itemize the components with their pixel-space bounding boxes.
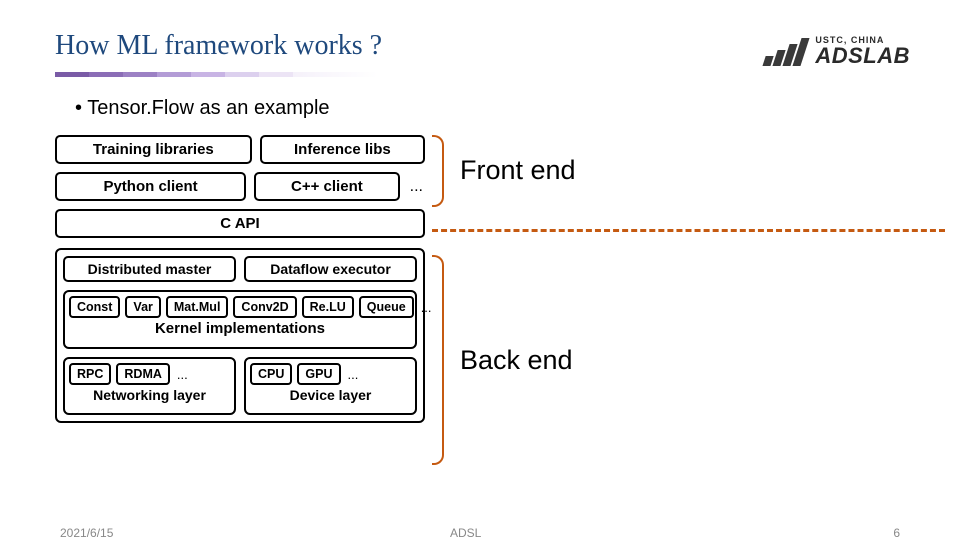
kernel-row: Const Var Mat.Mul Conv2D Re.LU Queue ... bbox=[69, 296, 411, 318]
footer-center: ADSL bbox=[450, 526, 481, 540]
footer-date: 2021/6/15 bbox=[60, 526, 113, 540]
box-inference-libs: Inference libs bbox=[260, 135, 425, 164]
box-dist-master: Distributed master bbox=[63, 256, 236, 282]
k-matmul: Mat.Mul bbox=[166, 296, 229, 318]
title-underline bbox=[55, 72, 905, 77]
box-c-api: C API bbox=[55, 209, 425, 238]
content-row: Training libraries Inference libs Python… bbox=[55, 135, 905, 423]
brace-back-icon bbox=[432, 255, 444, 465]
net-rdma: RDMA bbox=[116, 363, 170, 385]
dev-dots: ... bbox=[346, 367, 361, 382]
footer-page: 6 bbox=[893, 526, 900, 540]
bottom-row: RPC RDMA ... Networking layer CPU GPU ..… bbox=[63, 357, 417, 415]
logo-main: ADSLAB bbox=[815, 45, 910, 67]
backend-container: Distributed master Dataflow executor Con… bbox=[55, 248, 425, 423]
logo-text: USTC, CHINA ADSLAB bbox=[815, 36, 910, 67]
dev-box: CPU GPU ... Device layer bbox=[244, 357, 417, 415]
k-conv2d: Conv2D bbox=[233, 296, 296, 318]
k-relu: Re.LU bbox=[302, 296, 354, 318]
brace-column: Front end Back end bbox=[450, 135, 905, 423]
net-row: RPC RDMA ... bbox=[69, 363, 230, 385]
dev-cpu: CPU bbox=[250, 363, 292, 385]
k-var: Var bbox=[125, 296, 160, 318]
dev-row: CPU GPU ... bbox=[250, 363, 411, 385]
architecture-diagram: Training libraries Inference libs Python… bbox=[55, 135, 425, 423]
box-dataflow-exec: Dataflow executor bbox=[244, 256, 417, 282]
box-cpp-client: C++ client bbox=[254, 172, 400, 201]
k-queue: Queue bbox=[359, 296, 414, 318]
logo: USTC, CHINA ADSLAB bbox=[767, 36, 910, 67]
bullet-text: Tensor.Flow as an example bbox=[75, 97, 905, 120]
dots: ... bbox=[408, 178, 425, 196]
frontend-row-1: Training libraries Inference libs bbox=[55, 135, 425, 164]
frontend-row-2: Python client C++ client ... bbox=[55, 172, 425, 201]
box-training-libs: Training libraries bbox=[55, 135, 252, 164]
kernel-box: Const Var Mat.Mul Conv2D Re.LU Queue ...… bbox=[63, 290, 417, 349]
dev-label: Device layer bbox=[250, 387, 411, 403]
net-box: RPC RDMA ... Networking layer bbox=[63, 357, 236, 415]
dev-gpu: GPU bbox=[297, 363, 340, 385]
label-front-end: Front end bbox=[460, 155, 576, 186]
box-python-client: Python client bbox=[55, 172, 246, 201]
master-row: Distributed master Dataflow executor bbox=[63, 256, 417, 282]
label-back-end: Back end bbox=[460, 345, 573, 376]
net-dots: ... bbox=[175, 367, 190, 382]
dashed-divider bbox=[432, 229, 945, 232]
net-rpc: RPC bbox=[69, 363, 111, 385]
brace-front-icon bbox=[432, 135, 444, 207]
net-label: Networking layer bbox=[69, 387, 230, 403]
k-const: Const bbox=[69, 296, 120, 318]
kernel-label: Kernel implementations bbox=[69, 320, 411, 337]
logo-bars-icon bbox=[763, 38, 810, 66]
slide: USTC, CHINA ADSLAB How ML framework work… bbox=[0, 0, 960, 540]
